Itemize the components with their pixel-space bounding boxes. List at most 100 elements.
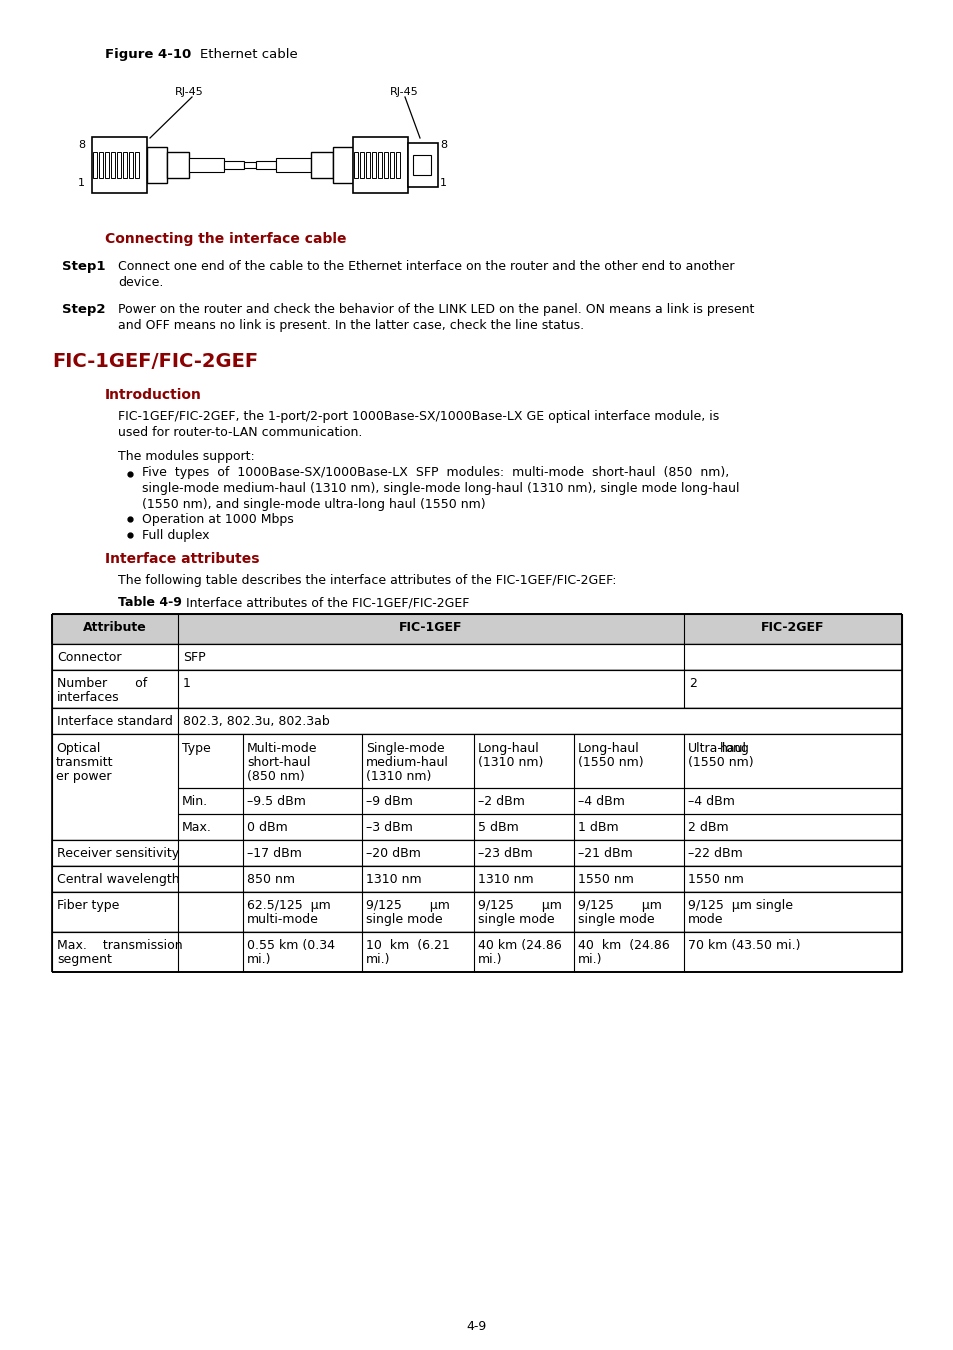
Text: Connector: Connector <box>57 651 121 664</box>
Bar <box>92 153 97 178</box>
Text: Step2: Step2 <box>62 302 106 316</box>
Text: Interface attributes of the FIC-1GEF/FIC-2GEF: Interface attributes of the FIC-1GEF/FIC… <box>182 595 469 609</box>
Text: mi.): mi.) <box>477 953 502 967</box>
Text: Introduction: Introduction <box>105 387 202 402</box>
Text: 1: 1 <box>183 676 191 690</box>
Text: RJ-45: RJ-45 <box>174 86 204 97</box>
Text: interfaces: interfaces <box>57 691 119 703</box>
Bar <box>99 153 103 178</box>
Text: 40 km (24.86: 40 km (24.86 <box>477 940 561 952</box>
Text: 1: 1 <box>439 178 447 188</box>
Bar <box>377 153 381 178</box>
Text: Single-mode: Single-mode <box>366 743 444 755</box>
Text: FIC-1GEF/FIC-2GEF: FIC-1GEF/FIC-2GEF <box>52 352 258 371</box>
Bar <box>359 153 364 178</box>
Bar <box>52 840 901 865</box>
Bar <box>147 147 167 184</box>
Text: mi.): mi.) <box>247 953 272 967</box>
Text: Connect one end of the cable to the Ethernet interface on the router and the oth: Connect one end of the cable to the Ethe… <box>118 261 734 273</box>
Text: Optical: Optical <box>56 743 100 755</box>
Bar <box>129 153 132 178</box>
Bar <box>167 153 189 178</box>
Text: –4 dBm: –4 dBm <box>578 795 624 809</box>
Bar <box>52 644 901 670</box>
Text: Max.: Max. <box>182 821 212 834</box>
Text: FIC-1GEF/FIC-2GEF, the 1-port/2-port 1000Base-SX/1000Base-LX GE optical interfac: FIC-1GEF/FIC-2GEF, the 1-port/2-port 100… <box>118 410 719 423</box>
Text: –3 dBm: –3 dBm <box>366 821 413 834</box>
Bar <box>105 153 109 178</box>
Text: single-mode medium-haul (1310 nm), single-mode long-haul (1310 nm), single mode : single-mode medium-haul (1310 nm), singl… <box>142 482 739 495</box>
Text: –9.5 dBm: –9.5 dBm <box>247 795 306 809</box>
Text: single mode: single mode <box>578 913 654 926</box>
Text: Full duplex: Full duplex <box>142 529 210 541</box>
Text: 2: 2 <box>688 676 696 690</box>
Text: (850 nm): (850 nm) <box>247 769 304 783</box>
Text: –4 dBm: –4 dBm <box>687 795 734 809</box>
Text: FIC-1GEF: FIC-1GEF <box>399 621 462 634</box>
Text: mi.): mi.) <box>578 953 602 967</box>
Text: Long-haul: Long-haul <box>578 743 639 755</box>
Text: Type: Type <box>182 743 211 755</box>
Text: Interface attributes: Interface attributes <box>105 552 259 566</box>
Text: Operation at 1000 Mbps: Operation at 1000 Mbps <box>142 513 294 526</box>
Text: device.: device. <box>118 275 163 289</box>
Text: 2 dBm: 2 dBm <box>687 821 728 834</box>
Text: medium-haul: medium-haul <box>366 756 449 770</box>
Text: (1310 nm): (1310 nm) <box>477 756 543 770</box>
Text: Five  types  of  1000Base-SX/1000Base-LX  SFP  modules:  multi-mode  short-haul : Five types of 1000Base-SX/1000Base-LX SF… <box>142 466 728 479</box>
Bar <box>408 143 437 188</box>
Bar <box>52 931 901 972</box>
Text: 802.3, 802.3u, 802.3ab: 802.3, 802.3u, 802.3ab <box>183 716 330 728</box>
Text: Long-haul: Long-haul <box>477 743 539 755</box>
Bar <box>117 153 121 178</box>
Text: short-haul: short-haul <box>247 756 310 770</box>
Text: 1310 nm: 1310 nm <box>366 873 421 886</box>
Bar <box>333 147 353 184</box>
Text: Power on the router and check the behavior of the LINK LED on the panel. ON mean: Power on the router and check the behavi… <box>118 302 754 316</box>
Text: 4-9: 4-9 <box>466 1320 487 1332</box>
Text: 1550 nm: 1550 nm <box>578 873 633 886</box>
Text: Ethernet cable: Ethernet cable <box>200 49 297 61</box>
Text: Min.: Min. <box>182 795 208 809</box>
Bar <box>52 614 901 644</box>
Text: Attribute: Attribute <box>83 621 147 634</box>
Text: 8: 8 <box>78 140 85 150</box>
Text: multi-mode: multi-mode <box>247 913 318 926</box>
Text: transmitt: transmitt <box>56 756 113 770</box>
Bar <box>123 153 127 178</box>
Text: –2 dBm: –2 dBm <box>477 795 524 809</box>
Text: Ultra-long: Ultra-long <box>687 743 749 755</box>
Text: used for router-to-LAN communication.: used for router-to-LAN communication. <box>118 427 362 439</box>
Bar <box>52 707 901 734</box>
Text: 70 km (43.50 mi.): 70 km (43.50 mi.) <box>687 940 800 952</box>
Bar <box>189 158 224 171</box>
Bar <box>413 155 431 176</box>
Text: 5 dBm: 5 dBm <box>477 821 518 834</box>
Text: –23 dBm: –23 dBm <box>477 846 532 860</box>
Text: 0 dBm: 0 dBm <box>247 821 288 834</box>
Text: haul: haul <box>720 743 746 755</box>
Bar <box>52 892 901 931</box>
Text: 1550 nm: 1550 nm <box>687 873 743 886</box>
Text: 8: 8 <box>439 140 447 150</box>
Bar <box>135 153 139 178</box>
Text: (1310 nm): (1310 nm) <box>366 769 431 783</box>
Bar <box>353 136 408 193</box>
Bar <box>390 153 394 178</box>
Text: segment: segment <box>57 953 112 967</box>
Text: mode: mode <box>687 913 722 926</box>
Text: Interface standard: Interface standard <box>57 716 172 728</box>
Text: (1550 nm): (1550 nm) <box>687 756 753 770</box>
Text: Connecting the interface cable: Connecting the interface cable <box>105 232 346 246</box>
Bar <box>372 153 375 178</box>
Bar <box>244 162 255 167</box>
Bar <box>275 158 311 171</box>
Text: –9 dBm: –9 dBm <box>366 795 413 809</box>
Text: 1: 1 <box>78 178 85 188</box>
Text: 10  km  (6.21: 10 km (6.21 <box>366 940 449 952</box>
Text: Multi-mode: Multi-mode <box>247 743 317 755</box>
Bar <box>111 153 115 178</box>
Text: 0.55 km (0.34: 0.55 km (0.34 <box>247 940 335 952</box>
Text: 1310 nm: 1310 nm <box>477 873 533 886</box>
Text: –22 dBm: –22 dBm <box>687 846 742 860</box>
